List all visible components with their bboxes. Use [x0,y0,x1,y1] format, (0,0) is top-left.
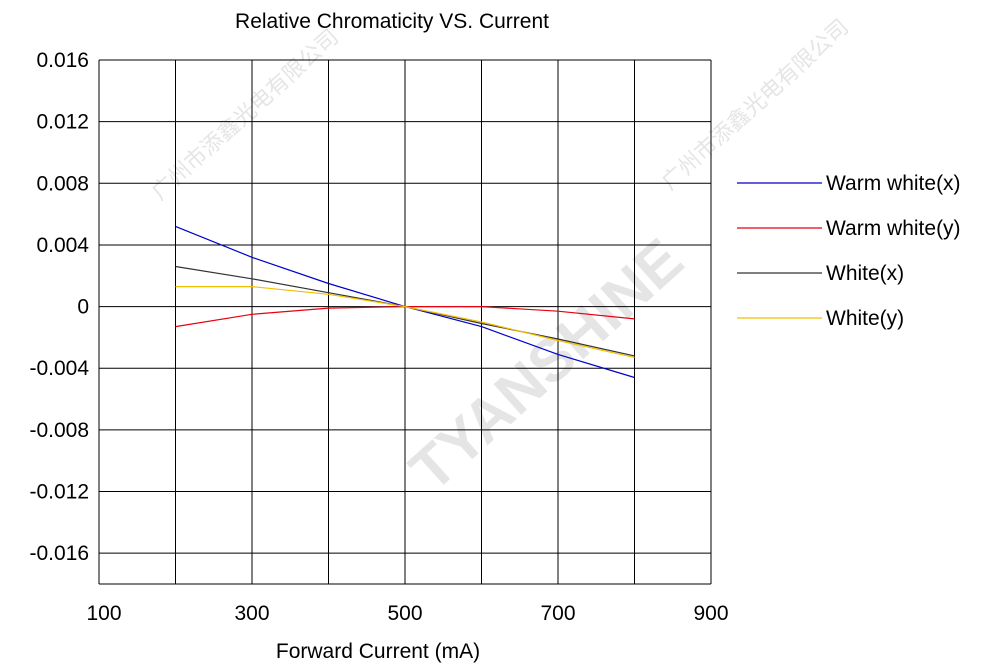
y-tick-label: -0.004 [29,357,89,380]
y-tick-label: 0.004 [36,234,89,257]
legend: Warm white(x) Warm white(y) White(x) White(… [737,172,961,330]
x-tick-labels: 100 300 500 700 900 [86,602,728,625]
y-tick-label: 0.016 [36,49,89,72]
grid [98,59,712,585]
y-tick-label: -0.008 [29,419,89,442]
chart-title: Relative Chromaticity VS. Current [235,10,549,33]
x-axis-label: Forward Current (mA) [276,640,480,663]
legend-label: White(y) [826,307,904,330]
watermark-text: 广州市添鑫光电有限公司 [657,14,854,195]
legend-label: White(x) [826,262,904,285]
legend-label: Warm white(x) [826,172,961,195]
series-line-3 [175,286,635,358]
y-tick-label: 0 [77,296,89,319]
watermark-text: TYANSHINE [397,226,695,504]
x-tick-label: 100 [86,602,121,625]
x-tick-label: 300 [234,602,269,625]
y-tick-labels: 0.016 0.012 0.008 0.004 0 -0.004 -0.008 -0.012 -… [29,49,89,565]
y-tick-label: 0.012 [36,111,89,134]
y-tick-label: -0.012 [29,481,89,504]
x-tick-label: 700 [540,602,575,625]
y-tick-label: -0.016 [29,542,89,565]
legend-label: Warm white(y) [826,217,961,240]
series-lines [175,225,635,379]
watermark-text: 广州市添鑫光电有限公司 [147,24,344,205]
x-tick-label: 900 [693,602,728,625]
x-tick-label: 500 [387,602,422,625]
y-tick-label: 0.008 [36,172,89,195]
